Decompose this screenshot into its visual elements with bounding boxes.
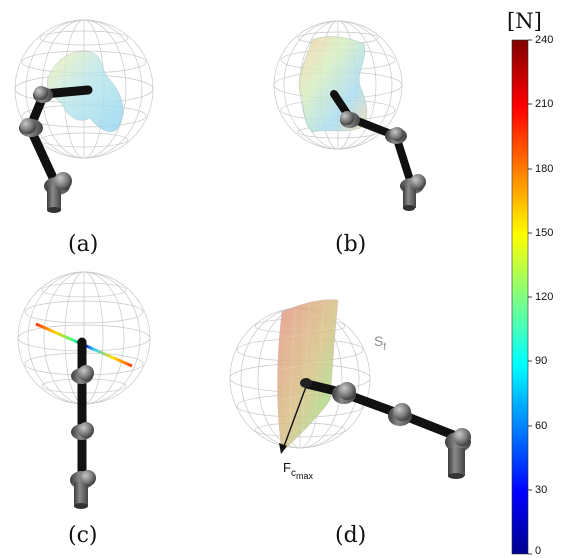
colorbar-tick-marks: [528, 39, 532, 555]
force-label-sub-max: max: [295, 470, 313, 481]
force-surface-d: [277, 299, 339, 453]
force-envelope-b: [298, 36, 368, 133]
panel-label-a: (a): [68, 232, 99, 257]
colorbar-gradient: [511, 39, 529, 555]
colorbar-tick-90: 90: [535, 355, 548, 367]
colorbar-tick-30: 30: [535, 484, 548, 496]
panel-c: [17, 271, 151, 509]
panel-d: [229, 299, 471, 479]
force-label-main: F: [283, 460, 291, 475]
force-label: Fcmax: [283, 460, 313, 481]
force-label-sub: cmax: [290, 467, 313, 481]
panel-label-c: (c): [68, 523, 98, 548]
force-vector-d: [282, 383, 308, 450]
colorbar-tick-180: 180: [535, 163, 554, 175]
robot-arm-d: [300, 378, 471, 479]
colorbar-tick-120: 120: [535, 291, 554, 303]
panel-b: [273, 20, 426, 211]
robot-arm-c: [70, 337, 96, 509]
colorbar-unit: [N]: [507, 9, 542, 33]
surface-label: Sf: [374, 333, 386, 353]
panel-label-d: (d): [335, 523, 367, 548]
colorbar-tick-0: 0: [535, 545, 542, 557]
force-surface-grid-d: [279, 300, 337, 446]
force-arrowhead-d: [279, 443, 287, 454]
robot-arm-a: [19, 85, 93, 213]
colorbar-tick-150: 150: [535, 227, 554, 239]
surface-label-sub: f: [383, 341, 387, 353]
colorbar-tick-240: 240: [535, 34, 554, 46]
colorbar-tick-60: 60: [535, 420, 548, 432]
surface-label-main: S: [374, 333, 384, 349]
robot-arm-b: [330, 90, 426, 211]
colorbar-tick-210: 210: [535, 98, 554, 110]
panel-label-b: (b): [335, 232, 367, 257]
force-label-sub-c: c: [290, 467, 296, 479]
panel-a: [14, 19, 154, 213]
